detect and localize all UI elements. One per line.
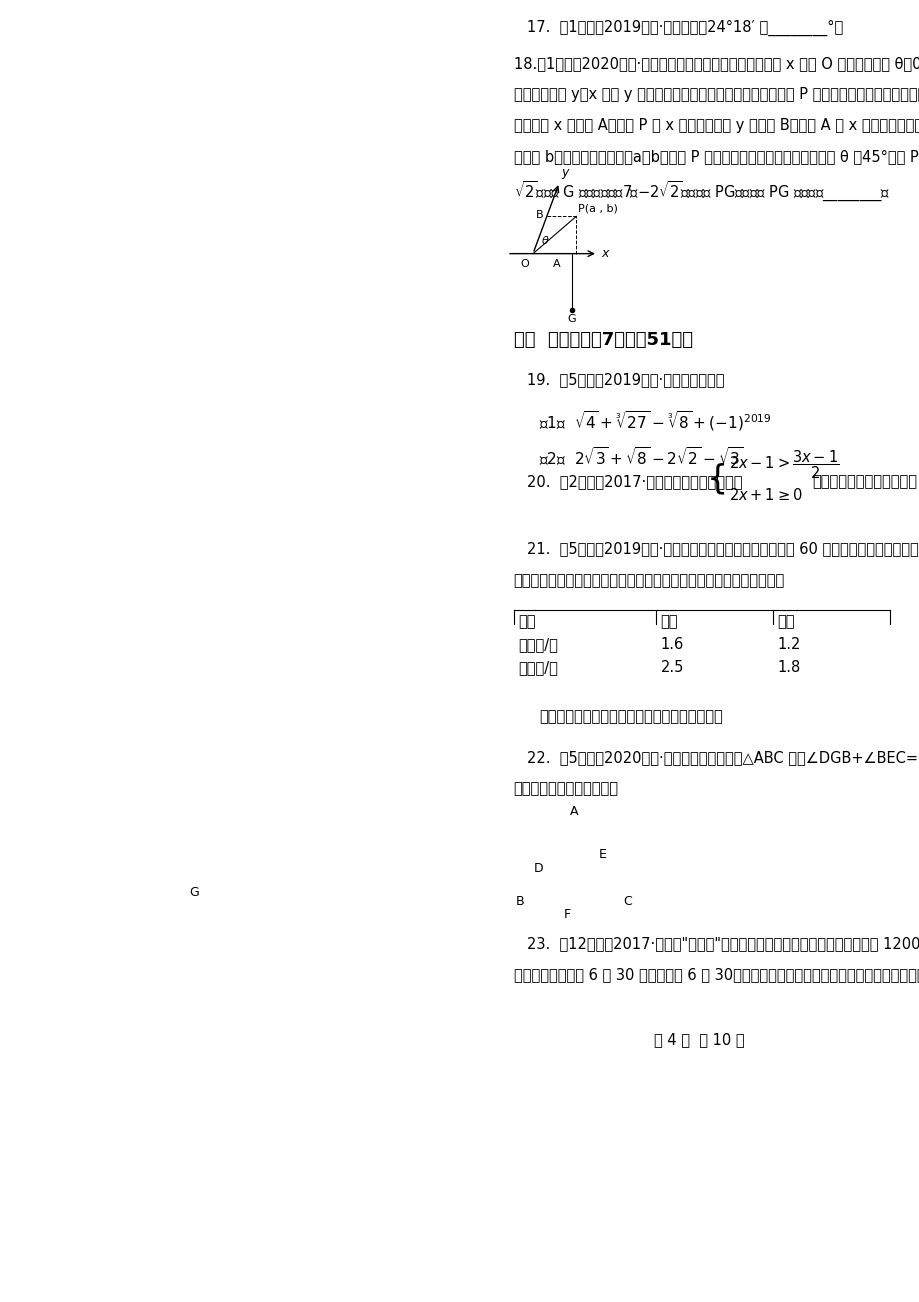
Text: $2x-1>\dfrac{3x-1}{2}$: $2x-1>\dfrac{3x-1}{2}$ xyxy=(728,448,838,480)
Text: A: A xyxy=(552,259,560,268)
Text: 萝卜: 萝卜 xyxy=(660,615,677,629)
Text: y: y xyxy=(561,167,568,180)
Text: B: B xyxy=(516,896,524,909)
Text: G: G xyxy=(567,315,575,324)
Text: $\sqrt{2}$），点 G 的斜坐标为（7，$-2\sqrt{2}$），连接 PG，则线段 PG 的长度是________．: $\sqrt{2}$），点 G 的斜坐标为（7，$-2\sqrt{2}$），连接… xyxy=(513,180,889,204)
Text: 到菜市场去卖，萝卜和白菜这天每千克的批发价与零售价如下表所示：: 到菜市场去卖，萝卜和白菜这天每千克的批发价与零售价如下表所示： xyxy=(513,573,784,589)
Text: 零售价/元: 零售价/元 xyxy=(517,660,557,674)
Text: 三、  解答题（共7题；共51分）: 三、 解答题（共7题；共51分） xyxy=(513,331,692,349)
Text: G: G xyxy=(188,885,199,898)
Text: 批发价/元: 批发价/元 xyxy=(517,637,557,652)
Text: 20.  （2分）（2017·衡阳模拟）解不等式组：: 20. （2分）（2017·衡阳模拟）解不等式组： xyxy=(526,474,742,490)
Text: $\theta$: $\theta$ xyxy=(540,234,549,246)
Text: B: B xyxy=(535,210,543,220)
Text: 的数学泰微课都在 6 至 30 个之间（含 6 和 30），为进一步了解该校学生每周学习数学泰微课的情况，从三个年级随: 的数学泰微课都在 6 至 30 个之间（含 6 和 30），为进一步了解该校学生… xyxy=(513,967,919,982)
Text: P(a , b): P(a , b) xyxy=(578,203,618,214)
Text: 1.6: 1.6 xyxy=(660,637,683,652)
Text: 21.  （5分）（2019七上·大安期末）某天，一蔬菜经营户用 60 元钱从蔬菜批发市场批发了萝卜和白菜共 40kg: 21. （5分）（2019七上·大安期末）某天，一蔬菜经营户用 60 元钱从蔬菜… xyxy=(526,543,919,557)
Text: （1）  $\sqrt{4}+\sqrt[3]{27}-\sqrt[3]{8}+(-1)^{2019}$: （1） $\sqrt{4}+\sqrt[3]{27}-\sqrt[3]{8}+(… xyxy=(539,409,771,434)
Text: F: F xyxy=(562,909,570,922)
Text: 第 4 页  共 10 页: 第 4 页 共 10 页 xyxy=(653,1032,744,1047)
Text: 问：他当天卖完这些萝卜和白菜共能赚多少钱？: 问：他当天卖完这些萝卜和白菜共能赚多少钱？ xyxy=(539,710,722,725)
Text: ，并把解集表示在数轴上．: ，并把解集表示在数轴上． xyxy=(811,474,916,490)
Text: 品名: 品名 xyxy=(517,615,535,629)
Text: 的位置关系，并说明理由．: 的位置关系，并说明理由． xyxy=(513,781,618,797)
Text: $2x+1\geq 0$: $2x+1\geq 0$ xyxy=(728,487,801,504)
Text: C: C xyxy=(623,896,631,909)
Text: E: E xyxy=(598,849,607,862)
Text: 白菜: 白菜 xyxy=(777,615,794,629)
Text: 实数为 b，则称有序实数对（a，b）为点 P 的斜坐标．在平面斜坐标系中，若 θ ＝45°，点 P 的斜坐标为（1，2: 实数为 b，则称有序实数对（a，b）为点 P 的斜坐标．在平面斜坐标系中，若 θ… xyxy=(513,148,919,164)
Text: A: A xyxy=(569,805,578,818)
Text: （2）  $2\sqrt{3}+\sqrt{8}-2\sqrt{2}-\sqrt{3}$: （2） $2\sqrt{3}+\sqrt{8}-2\sqrt{2}-\sqrt{… xyxy=(539,447,743,469)
Text: 到另一条数轴 y，x 轴和 y 轴构成一个平面斜坐标系．规定：已知点 P 是平面斜坐标系中任意一点，过点 P 作 y 轴的: 到另一条数轴 y，x 轴和 y 轴构成一个平面斜坐标系．规定：已知点 P 是平面… xyxy=(513,87,919,103)
Text: 17.  （1分）（2019七上·新乐期中）24°18′ ＝________°．: 17. （1分）（2019七上·新乐期中）24°18′ ＝________°． xyxy=(526,20,842,36)
Text: O: O xyxy=(520,259,529,268)
Text: 1.8: 1.8 xyxy=(777,660,800,674)
Text: 19.  （5分）（2019七下·保山期中）计算: 19. （5分）（2019七下·保山期中）计算 xyxy=(526,372,723,387)
Text: 2.5: 2.5 xyxy=(660,660,683,674)
Text: D: D xyxy=(533,862,543,875)
Text: {: { xyxy=(706,462,727,495)
Text: 23.  （12分）（2017·泰州）"泰微课"是学生自主学习的平台，某初级中学共有 1200 名学生，每人每周学习: 23. （12分）（2017·泰州）"泰微课"是学生自主学习的平台，某初级中学共… xyxy=(526,936,919,952)
Text: 22.  （5分）（2020七下·泰兴期中）如图，在△ABC 中，∠DGB+∠BEC=180°，∠EDF=∠C，试判断 DE 与 BC: 22. （5分）（2020七下·泰兴期中）如图，在△ABC 中，∠DGB+∠BE… xyxy=(526,750,919,766)
Text: 平行线交 x 轴于点 A，过点 P 作 x 轴的平行线交 y 轴于点 B，若点 A 在 x 轴上对应的实数为 a，点 B 在 y 轴上对应的: 平行线交 x 轴于点 A，过点 P 作 x 轴的平行线交 y 轴于点 B，若点 … xyxy=(513,118,919,133)
Text: 18.（1分）（2020九下·台州月考）如图，把平面内一条数轴 x 绕点 O 逆时针旋转角 θ（0°＜θ＜90°）得: 18.（1分）（2020九下·台州月考）如图，把平面内一条数轴 x 绕点 O 逆… xyxy=(513,56,919,72)
Text: 1.2: 1.2 xyxy=(777,637,800,652)
Text: x: x xyxy=(601,247,608,260)
